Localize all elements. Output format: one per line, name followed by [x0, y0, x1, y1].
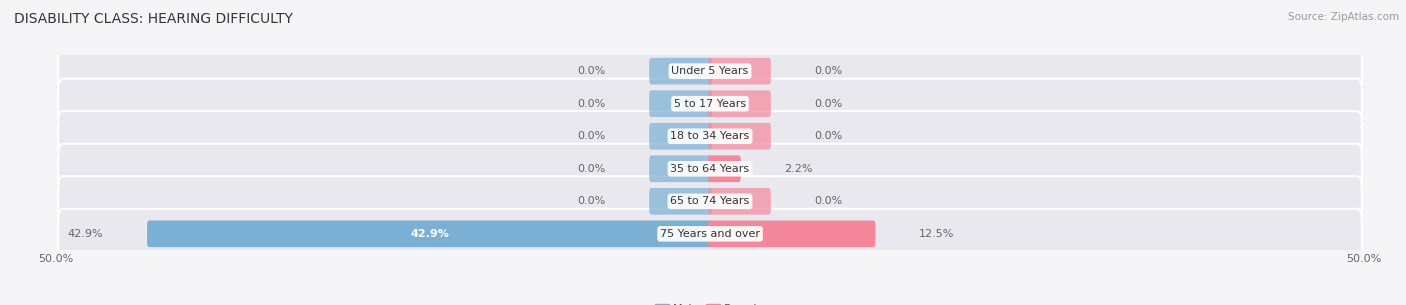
FancyBboxPatch shape [709, 156, 741, 182]
Text: 65 to 74 Years: 65 to 74 Years [671, 196, 749, 206]
Text: Under 5 Years: Under 5 Years [672, 66, 748, 76]
FancyBboxPatch shape [58, 111, 1362, 161]
Text: 0.0%: 0.0% [814, 131, 842, 141]
Text: 0.0%: 0.0% [814, 66, 842, 76]
Text: 0.0%: 0.0% [578, 196, 606, 206]
Text: 42.9%: 42.9% [67, 229, 103, 239]
FancyBboxPatch shape [58, 176, 1362, 226]
FancyBboxPatch shape [709, 221, 876, 247]
Text: 12.5%: 12.5% [920, 229, 955, 239]
Legend: Male, Female: Male, Female [651, 300, 769, 305]
Text: 75 Years and over: 75 Years and over [659, 229, 761, 239]
FancyBboxPatch shape [650, 156, 711, 182]
Text: 35 to 64 Years: 35 to 64 Years [671, 164, 749, 174]
Text: 0.0%: 0.0% [578, 164, 606, 174]
Text: 5 to 17 Years: 5 to 17 Years [673, 99, 747, 109]
FancyBboxPatch shape [650, 123, 711, 149]
FancyBboxPatch shape [58, 144, 1362, 194]
FancyBboxPatch shape [650, 90, 711, 117]
Text: 0.0%: 0.0% [578, 99, 606, 109]
FancyBboxPatch shape [148, 221, 711, 247]
FancyBboxPatch shape [709, 90, 770, 117]
FancyBboxPatch shape [58, 79, 1362, 129]
Text: 0.0%: 0.0% [814, 196, 842, 206]
FancyBboxPatch shape [709, 188, 770, 215]
Text: DISABILITY CLASS: HEARING DIFFICULTY: DISABILITY CLASS: HEARING DIFFICULTY [14, 12, 292, 26]
FancyBboxPatch shape [58, 209, 1362, 259]
Text: 2.2%: 2.2% [785, 164, 813, 174]
FancyBboxPatch shape [709, 123, 770, 149]
Text: 18 to 34 Years: 18 to 34 Years [671, 131, 749, 141]
Text: 0.0%: 0.0% [578, 66, 606, 76]
FancyBboxPatch shape [709, 58, 770, 84]
Text: 0.0%: 0.0% [814, 99, 842, 109]
Text: 42.9%: 42.9% [411, 229, 449, 239]
Text: 0.0%: 0.0% [578, 131, 606, 141]
FancyBboxPatch shape [650, 188, 711, 215]
FancyBboxPatch shape [58, 46, 1362, 96]
FancyBboxPatch shape [650, 58, 711, 84]
Text: Source: ZipAtlas.com: Source: ZipAtlas.com [1288, 12, 1399, 22]
